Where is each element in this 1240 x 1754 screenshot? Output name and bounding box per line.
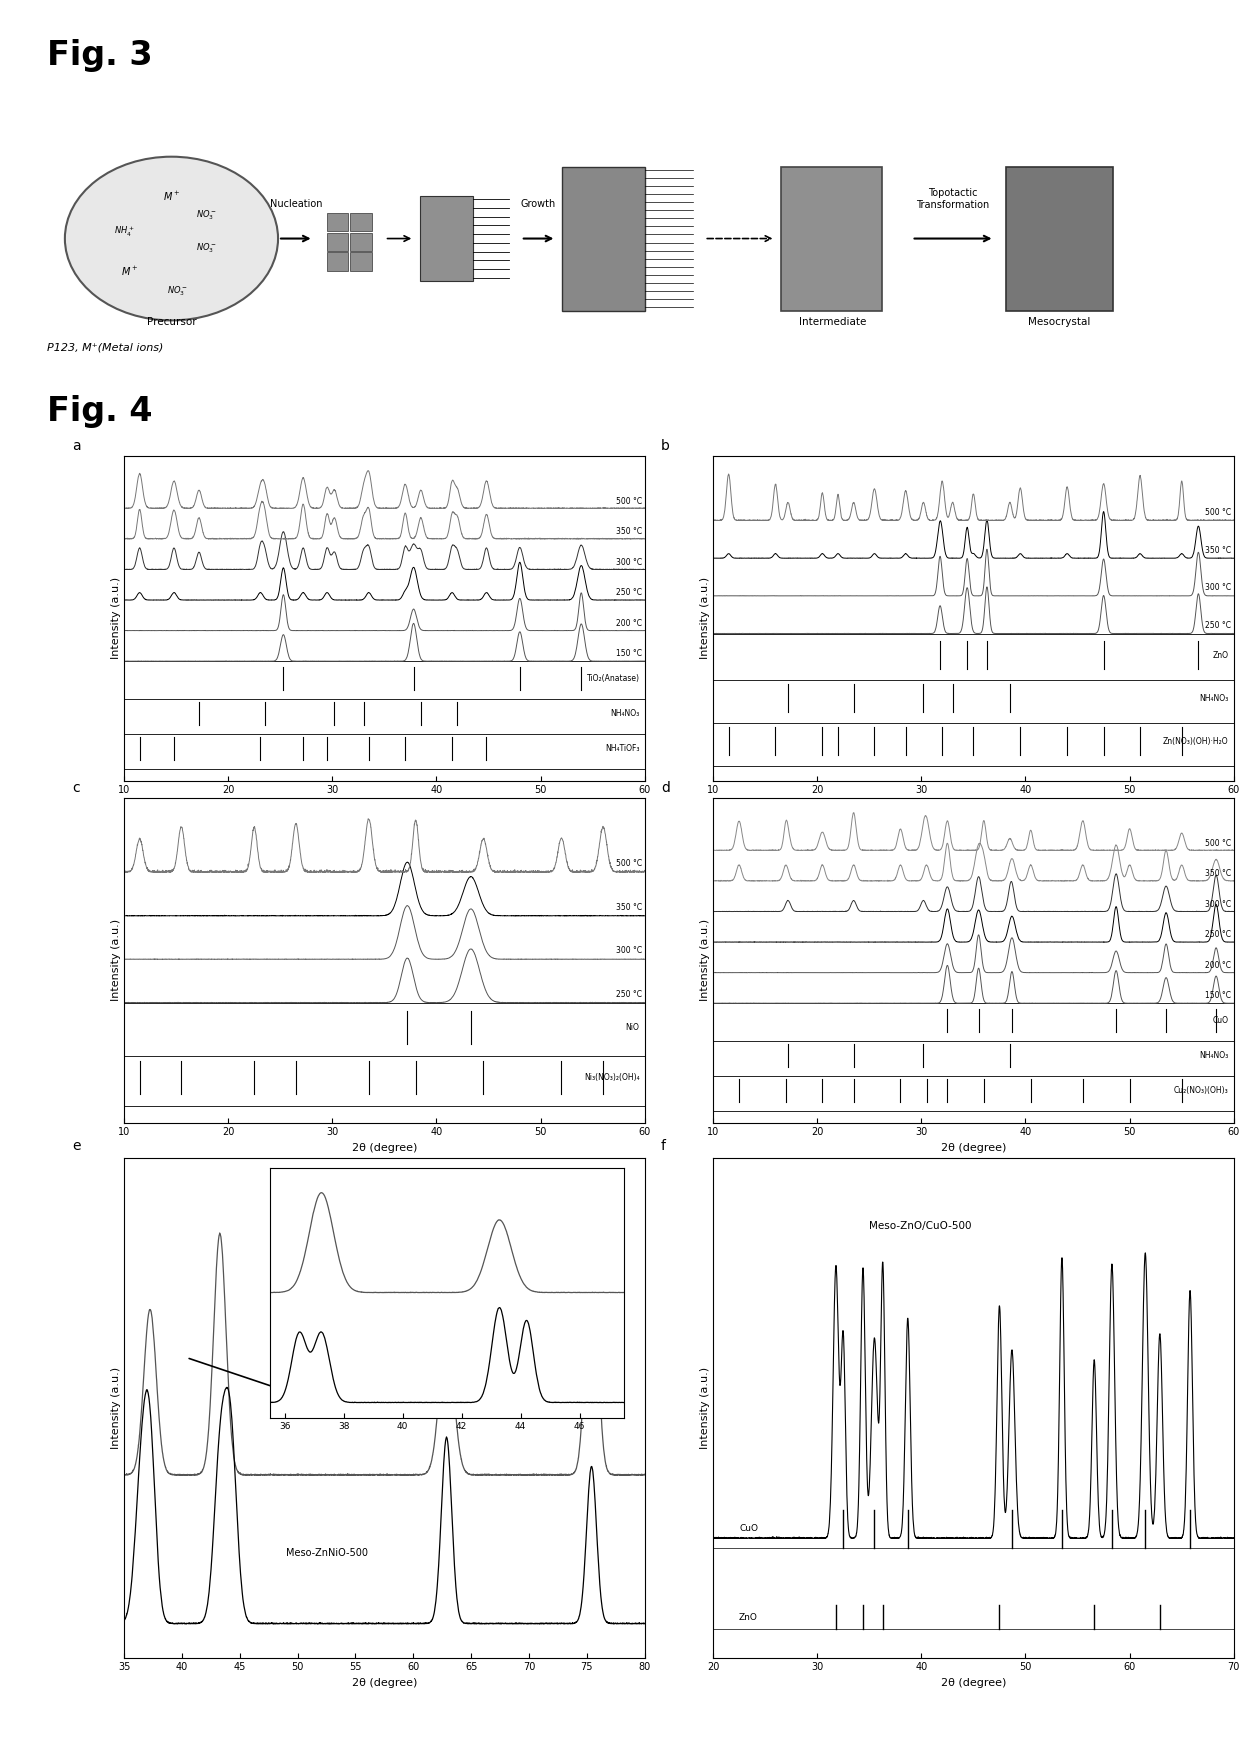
Y-axis label: Intensity (a.u.): Intensity (a.u.) [701, 577, 711, 660]
Text: Mesocrystal: Mesocrystal [1028, 317, 1091, 326]
Text: 300 °C: 300 °C [615, 945, 641, 956]
Text: CuO: CuO [739, 1524, 758, 1533]
Bar [781, 167, 882, 310]
Bar [1007, 167, 1114, 310]
Text: Zn(NO₃)(OH)·H₂O: Zn(NO₃)(OH)·H₂O [1163, 737, 1229, 745]
Text: Growth: Growth [521, 198, 557, 209]
Text: 350 °C: 350 °C [615, 526, 641, 537]
Bar [350, 212, 372, 232]
Text: Precursor: Precursor [146, 317, 196, 326]
Y-axis label: Intensity (a.u.): Intensity (a.u.) [112, 577, 122, 660]
Text: CuO: CuO [1213, 1016, 1229, 1024]
Text: 200 °C: 200 °C [616, 619, 641, 628]
Bar [326, 253, 348, 270]
Text: Cu₂(NO₃)(OH)₃: Cu₂(NO₃)(OH)₃ [1174, 1086, 1229, 1094]
Text: P123, M⁺(Metal ions): P123, M⁺(Metal ions) [47, 342, 164, 353]
Bar [420, 196, 474, 281]
Text: NiO: NiO [626, 1023, 640, 1031]
Text: 300 °C: 300 °C [1204, 900, 1230, 909]
Text: 250 °C: 250 °C [616, 588, 641, 596]
Text: Fig. 3: Fig. 3 [47, 39, 153, 72]
X-axis label: 2θ (degree): 2θ (degree) [941, 1144, 1006, 1152]
Bar [562, 167, 645, 310]
Text: ZnO: ZnO [739, 1612, 758, 1621]
Text: $NO_3^-$: $NO_3^-$ [167, 284, 188, 298]
Text: 500 °C: 500 °C [1176, 107, 1221, 121]
Text: Fig. 4: Fig. 4 [47, 395, 153, 428]
Text: a: a [72, 438, 81, 453]
Text: 500 °C: 500 °C [1204, 509, 1230, 517]
Text: NH₄NO₃: NH₄NO₃ [1199, 693, 1229, 703]
Text: $M^+$: $M^+$ [122, 265, 139, 277]
Text: Ni₃(NO₃)₂(OH)₄: Ni₃(NO₃)₂(OH)₄ [584, 1073, 640, 1082]
Text: 350 °C: 350 °C [615, 903, 641, 912]
Text: Room Temperature: Room Temperature [57, 107, 191, 121]
Bar [326, 212, 348, 232]
Bar [350, 253, 372, 270]
Text: Topotactic
Transformation: Topotactic Transformation [916, 188, 990, 210]
Text: c: c [72, 781, 79, 795]
Text: 500 °C: 500 °C [615, 496, 641, 505]
Text: 500 °C: 500 °C [1204, 838, 1230, 847]
Text: NiO: NiO [321, 1400, 339, 1410]
Text: TiO₂(Anatase): TiO₂(Anatase) [587, 674, 640, 682]
Text: 250 °C: 250 °C [1205, 621, 1230, 630]
Text: Meso-ZnNiO-500: Meso-ZnNiO-500 [286, 1549, 368, 1558]
Y-axis label: Intensity (a.u.): Intensity (a.u.) [112, 919, 122, 1002]
Text: ZnO: ZnO [1213, 651, 1229, 660]
Text: NH₄TiOF₃: NH₄TiOF₃ [605, 744, 640, 752]
Text: $M^+$: $M^+$ [162, 189, 180, 202]
Y-axis label: Intensity (a.u.): Intensity (a.u.) [701, 919, 711, 1002]
Text: b: b [661, 438, 670, 453]
Text: $NO_3^-$: $NO_3^-$ [196, 209, 217, 223]
Text: 150 °C: 150 °C [616, 649, 641, 658]
Text: 250 °C: 250 °C [616, 989, 641, 998]
Text: Intermediate: Intermediate [799, 317, 866, 326]
Text: 300 °C: 300 °C [1204, 584, 1230, 593]
Text: $NH_4^+$: $NH_4^+$ [114, 225, 134, 239]
Bar [326, 233, 348, 251]
Y-axis label: Intensity (a.u.): Intensity (a.u.) [701, 1366, 711, 1449]
X-axis label: 2θ (degree): 2θ (degree) [352, 802, 417, 810]
Text: 300 °C: 300 °C [615, 558, 641, 567]
Ellipse shape [64, 156, 278, 321]
Text: $NO_3^-$: $NO_3^-$ [196, 242, 217, 254]
Text: d: d [661, 781, 670, 795]
Text: e: e [72, 1138, 81, 1152]
Y-axis label: Intensity (a.u.): Intensity (a.u.) [112, 1366, 122, 1449]
Bar [350, 233, 372, 251]
Text: NH₄NO₃: NH₄NO₃ [610, 709, 640, 717]
Text: 200 °C: 200 °C [1205, 961, 1230, 970]
X-axis label: 2θ (degree): 2θ (degree) [941, 1679, 1006, 1687]
Text: 350 °C: 350 °C [1204, 545, 1230, 554]
Text: NH₄NO₃: NH₄NO₃ [1199, 1051, 1229, 1059]
X-axis label: 2θ (degree): 2θ (degree) [352, 1144, 417, 1152]
Text: 150 °C: 150 °C [1205, 991, 1230, 1000]
X-axis label: 2θ (degree): 2θ (degree) [941, 802, 1006, 810]
Text: Nucleation: Nucleation [269, 198, 322, 209]
Text: 350 °C: 350 °C [1204, 868, 1230, 879]
Text: 500 °C: 500 °C [615, 859, 641, 868]
Text: f: f [661, 1138, 666, 1152]
X-axis label: 2θ (degree): 2θ (degree) [352, 1679, 417, 1687]
Text: Meso-ZnO/CuO-500: Meso-ZnO/CuO-500 [869, 1221, 972, 1231]
Text: 250 °C: 250 °C [1205, 930, 1230, 938]
